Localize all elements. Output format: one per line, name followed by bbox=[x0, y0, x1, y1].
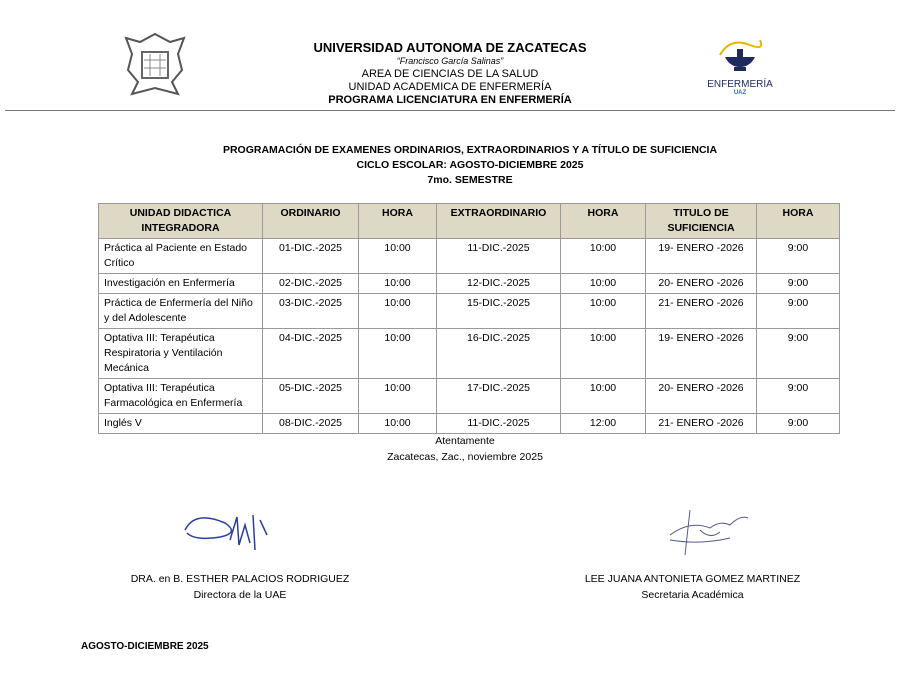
table-cell: 10:00 bbox=[358, 293, 437, 329]
closing: Atentamente Zacatecas, Zac., noviembre 2… bbox=[300, 433, 630, 465]
table-header-row: UNIDAD DIDACTICA INTEGRADORA ORDINARIO HOR… bbox=[98, 203, 840, 239]
table-cell: 12-DIC.-2025 bbox=[436, 273, 561, 294]
institution-header: UNIVERSIDAD AUTONOMA DE ZACATECAS “Franc… bbox=[200, 40, 700, 107]
table-cell: 19- ENERO -2026 bbox=[645, 238, 757, 274]
table-cell: 03-DIC.-2025 bbox=[262, 293, 359, 329]
signature-right bbox=[669, 509, 749, 556]
school-cycle: CICLO ESCOLAR: AGOSTO-DICIEMBRE 2025 bbox=[356, 159, 584, 171]
signature-left bbox=[184, 514, 268, 551]
table-cell: 9:00 bbox=[756, 293, 840, 329]
table-cell: 04-DIC.-2025 bbox=[262, 328, 359, 379]
table-cell: 15-DIC.-2025 bbox=[436, 293, 561, 329]
table-cell: Inglés V bbox=[98, 413, 263, 434]
place-date: Zacatecas, Zac., noviembre 2025 bbox=[387, 451, 543, 463]
table-cell: 01-DIC.-2025 bbox=[262, 238, 359, 274]
table-row: Práctica al Paciente en Estado Crítico 01… bbox=[98, 238, 840, 274]
table-cell: 10:00 bbox=[560, 273, 646, 294]
table-cell: 9:00 bbox=[756, 413, 840, 434]
table-cell: 9:00 bbox=[756, 273, 840, 294]
table-cell: 20- ENERO -2026 bbox=[645, 273, 757, 294]
table-cell: 11-DIC.-2025 bbox=[436, 238, 561, 274]
table-cell: 9:00 bbox=[756, 328, 840, 379]
table-cell: 10:00 bbox=[358, 273, 437, 294]
column-header: UNIDAD DIDACTICA INTEGRADORA bbox=[98, 203, 263, 239]
signature-block-secretary: LEE JUANA ANTONIETA GOMEZ MARTINEZ Secre… bbox=[555, 571, 830, 603]
table-cell: Investigación en Enfermería bbox=[98, 273, 263, 294]
semester: 7mo. SEMESTRE bbox=[427, 174, 513, 186]
table-cell: 9:00 bbox=[756, 238, 840, 274]
document-titles: PROGRAMACIÓN DE EXAMENES ORDINARIOS, EXT… bbox=[100, 143, 840, 188]
table-cell: 11-DIC.-2025 bbox=[436, 413, 561, 434]
table-row: Optativa III: Terapéutica Farmacológica … bbox=[98, 378, 840, 414]
table-cell: 10:00 bbox=[358, 238, 437, 274]
footer-period: AGOSTO-DICIEMBRE 2025 bbox=[81, 641, 209, 652]
table-cell: 10:00 bbox=[560, 293, 646, 329]
table-row: Inglés V 08-DIC.-2025 10:00 11-DIC.-2025 12:… bbox=[98, 413, 840, 434]
table-cell: Optativa III: Terapéutica Respiratoria y… bbox=[98, 328, 263, 379]
signer-name: LEE JUANA ANTONIETA GOMEZ MARTINEZ bbox=[584, 573, 801, 585]
table-row: Práctica de Enfermería del Niño y del Ad… bbox=[98, 293, 840, 329]
column-header: HORA bbox=[560, 203, 646, 239]
nursing-logo: ENFERMERÍA UAZ bbox=[700, 35, 780, 100]
header-divider bbox=[5, 110, 895, 111]
logo-text: ENFERMERÍA bbox=[707, 79, 773, 90]
table-cell: 05-DIC.-2025 bbox=[262, 378, 359, 414]
table-cell: 9:00 bbox=[756, 378, 840, 414]
column-header: HORA bbox=[358, 203, 437, 239]
university-motto: “Francisco García Salinas” bbox=[396, 56, 504, 66]
signer-role: Secretaria Académica bbox=[641, 589, 744, 601]
column-header: EXTRAORDINARIO bbox=[436, 203, 561, 239]
table-cell: Optativa III: Terapéutica Farmacológica … bbox=[98, 378, 263, 414]
program-name: PROGRAMA LICENCIATURA EN ENFERMERÍA bbox=[328, 94, 572, 106]
table-cell: 17-DIC.-2025 bbox=[436, 378, 561, 414]
table-cell: 19- ENERO -2026 bbox=[645, 328, 757, 379]
signer-role: Directora de la UAE bbox=[193, 589, 287, 601]
table-cell: 12:00 bbox=[560, 413, 646, 434]
signature-block-director: DRA. en B. ESTHER PALACIOS RODRIGUEZ Dir… bbox=[100, 571, 380, 603]
signer-name: DRA. en B. ESTHER PALACIOS RODRIGUEZ bbox=[130, 573, 350, 585]
table-cell: 20- ENERO -2026 bbox=[645, 378, 757, 414]
table-cell: 10:00 bbox=[358, 328, 437, 379]
table-cell: 16-DIC.-2025 bbox=[436, 328, 561, 379]
university-seal-logo bbox=[124, 32, 186, 96]
table-cell: Práctica al Paciente en Estado Crítico bbox=[98, 238, 263, 274]
column-header: HORA bbox=[756, 203, 840, 239]
table-cell: 10:00 bbox=[358, 413, 437, 434]
table-row: Optativa III: Terapéutica Respiratoria y… bbox=[98, 328, 840, 379]
logo-subtext: UAZ bbox=[733, 90, 747, 96]
document-title: PROGRAMACIÓN DE EXAMENES ORDINARIOS, EXT… bbox=[222, 144, 718, 156]
column-header: TITULO DE SUFICIENCIA bbox=[645, 203, 757, 239]
table-cell: 08-DIC.-2025 bbox=[262, 413, 359, 434]
table-cell: Práctica de Enfermería del Niño y del Ad… bbox=[98, 293, 263, 329]
table-cell: 10:00 bbox=[358, 378, 437, 414]
closing-salutation: Atentamente bbox=[435, 435, 495, 447]
table-cell: 10:00 bbox=[560, 378, 646, 414]
table-row: Investigación en Enfermería 02-DIC.-2025 1… bbox=[98, 273, 840, 294]
column-header: ORDINARIO bbox=[262, 203, 359, 239]
area-name: AREA DE CIENCIAS DE LA SALUD bbox=[361, 68, 539, 80]
lamp-icon bbox=[719, 39, 763, 71]
unit-name: UNIDAD ACADEMICA DE ENFERMERÍA bbox=[348, 81, 552, 93]
table-cell: 21- ENERO -2026 bbox=[645, 413, 757, 434]
table-cell: 02-DIC.-2025 bbox=[262, 273, 359, 294]
exam-schedule-table: UNIDAD DIDACTICA INTEGRADORA ORDINARIO HOR… bbox=[98, 203, 840, 434]
table-cell: 10:00 bbox=[560, 238, 646, 274]
university-name: UNIVERSIDAD AUTONOMA DE ZACATECAS bbox=[313, 40, 587, 55]
table-cell: 21- ENERO -2026 bbox=[645, 293, 757, 329]
table-cell: 10:00 bbox=[560, 328, 646, 379]
